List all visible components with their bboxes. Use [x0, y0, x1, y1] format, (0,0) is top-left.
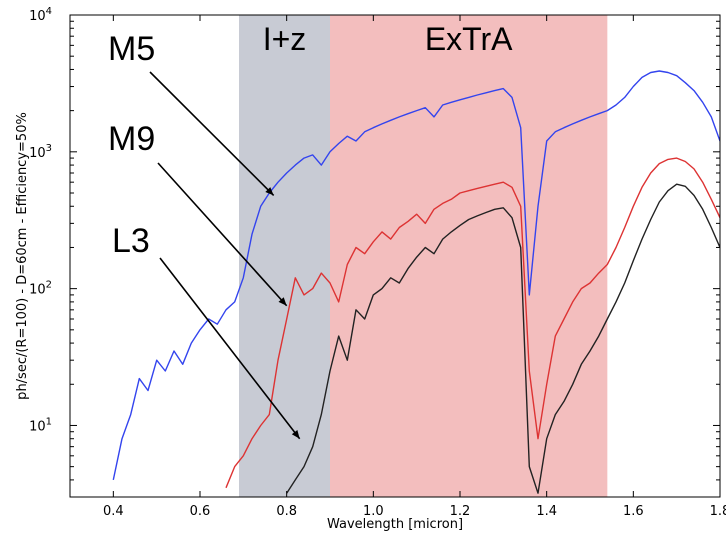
annotation-arrow-l3: [159, 257, 301, 440]
x-tick-label: 0.6: [190, 504, 211, 519]
annotation-arrow-m5: [149, 71, 275, 196]
band-i-z: [239, 15, 330, 497]
series-line-m5: [112, 70, 720, 481]
band-labels: I+z ExTrA: [263, 21, 513, 57]
y-axis-label: ph/sec/(R=100) - D=60cm - Efficiency=50%: [15, 112, 30, 400]
band-extra: [330, 15, 608, 497]
series-line-m9: [225, 157, 720, 489]
annotation-arrowhead-l3: [291, 430, 300, 439]
annotation-arrowhead-m9: [278, 297, 287, 306]
x-tick-label: 1.2: [450, 504, 471, 519]
x-tick-label: 1.6: [623, 504, 644, 519]
x-axis-ticks: 0.4 0.6 0.8 1.0 1.2 1.4 1.6 1.8: [103, 15, 726, 519]
annotation-label-m9: M9: [108, 120, 155, 158]
band-layer: [239, 15, 608, 497]
x-tick-label: 1.8: [710, 504, 726, 519]
y-tick-label: 102: [29, 280, 52, 298]
x-tick-label: 0.4: [103, 504, 124, 519]
band-label-i-z: I+z: [263, 21, 307, 57]
series-layer: [112, 70, 720, 494]
annotation-label-l3: L3: [112, 222, 150, 260]
y-tick-label: 104: [29, 6, 52, 24]
annotation-arrow-m9: [157, 162, 288, 307]
x-tick-label: 1.4: [536, 504, 557, 519]
y-axis-ticks: 101 102 103 104: [29, 6, 720, 498]
series-annotations: M5 M9 L3: [108, 30, 301, 440]
plot-frame: [69, 14, 721, 498]
x-axis-label: Wavelength [micron]: [327, 517, 463, 532]
x-tick-label: 0.8: [276, 504, 297, 519]
annotation-label-m5: M5: [108, 30, 155, 68]
annotation-arrowhead-m5: [265, 187, 274, 196]
x-tick-label: 1.0: [363, 504, 384, 519]
series-line-l3: [286, 183, 720, 494]
y-tick-label: 103: [29, 143, 52, 161]
y-tick-label: 101: [29, 416, 52, 434]
band-label-extra: ExTrA: [425, 21, 513, 57]
